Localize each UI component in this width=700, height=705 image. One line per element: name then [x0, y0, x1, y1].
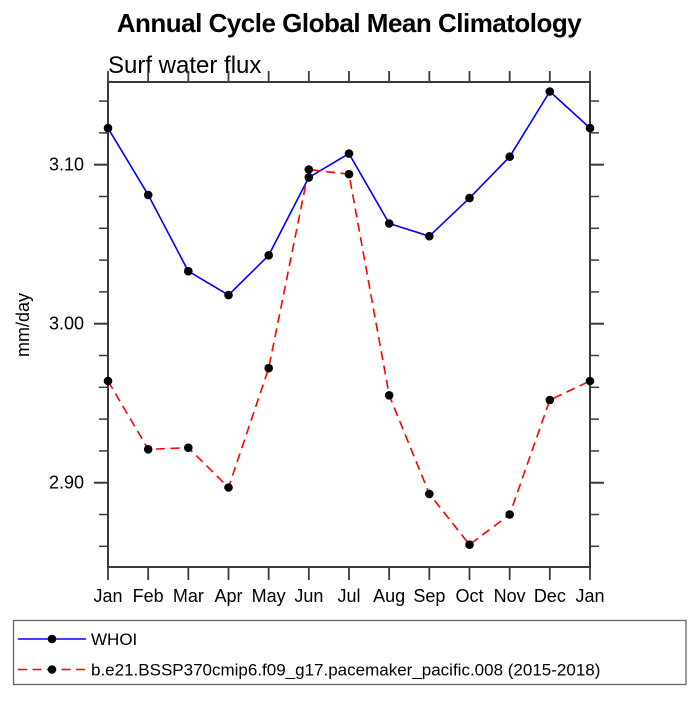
data-point — [505, 152, 514, 161]
data-point — [304, 173, 314, 182]
legend: WHOI b.e21.BSSP370cmip6.f09_g17.pacemake… — [12, 619, 687, 686]
x-tick-label: Feb — [133, 586, 164, 606]
legend-box — [12, 619, 687, 686]
x-tick-label: Aug — [373, 586, 405, 606]
data-point — [425, 489, 434, 499]
legend-entry-whoi: WHOI — [18, 630, 137, 649]
axis-tick-labels: Jan Feb Mar Apr May Jun Jul Aug Sep Oct Nov Dec Jan 2… — [49, 155, 605, 606]
data-point — [143, 445, 153, 454]
y-axis-label: mm/day — [13, 293, 33, 357]
legend-label: b.e21.BSSP370cmip6.f09_g17.pacemaker_pac… — [91, 661, 600, 680]
data-point — [304, 165, 314, 174]
data-point — [505, 510, 514, 519]
data-point — [465, 193, 474, 203]
x-tick-label: May — [252, 586, 286, 606]
data-point — [384, 391, 394, 400]
axis-ticks — [94, 71, 604, 580]
data-point — [224, 290, 233, 300]
x-tick-label: Jun — [294, 586, 323, 606]
x-tick-label: Apr — [214, 586, 242, 606]
data-point-markers — [103, 87, 595, 549]
x-tick-label: Jan — [93, 586, 122, 606]
data-point — [465, 540, 474, 549]
x-tick-label: Mar — [173, 586, 204, 606]
plot-border — [107, 81, 591, 568]
data-point — [264, 251, 274, 260]
y-tick-label: 2.90 — [49, 473, 84, 493]
data-point — [264, 363, 274, 373]
data-point — [344, 149, 354, 158]
legend-marker-dot-icon — [47, 634, 57, 644]
data-point — [103, 123, 113, 133]
data-point — [545, 87, 555, 96]
data-point — [103, 376, 113, 386]
data-point — [585, 123, 595, 133]
data-point — [224, 483, 233, 492]
x-tick-label: Sep — [413, 586, 445, 606]
data-point — [585, 376, 595, 386]
data-point — [545, 395, 555, 405]
data-point — [143, 190, 153, 200]
legend-label: WHOI — [91, 630, 137, 649]
data-point — [384, 219, 394, 228]
x-tick-label: Jul — [337, 586, 360, 606]
x-tick-label: Dec — [534, 586, 566, 606]
data-point — [184, 443, 193, 453]
y-tick-label: 3.00 — [49, 314, 84, 334]
data-point — [184, 266, 193, 276]
x-tick-label: Nov — [494, 586, 526, 606]
data-point — [344, 169, 354, 179]
legend-entry-pacemaker: b.e21.BSSP370cmip6.f09_g17.pacemaker_pac… — [18, 661, 600, 680]
y-tick-label: 3.10 — [49, 155, 84, 175]
data-point — [425, 231, 434, 241]
x-tick-label: Oct — [455, 586, 483, 606]
x-tick-label: Jan — [575, 586, 604, 606]
page-title: Annual Cycle Global Mean Climatology — [117, 8, 583, 38]
legend-marker-dot-icon — [47, 665, 57, 674]
chart-subtitle: Surf water flux — [108, 52, 261, 79]
